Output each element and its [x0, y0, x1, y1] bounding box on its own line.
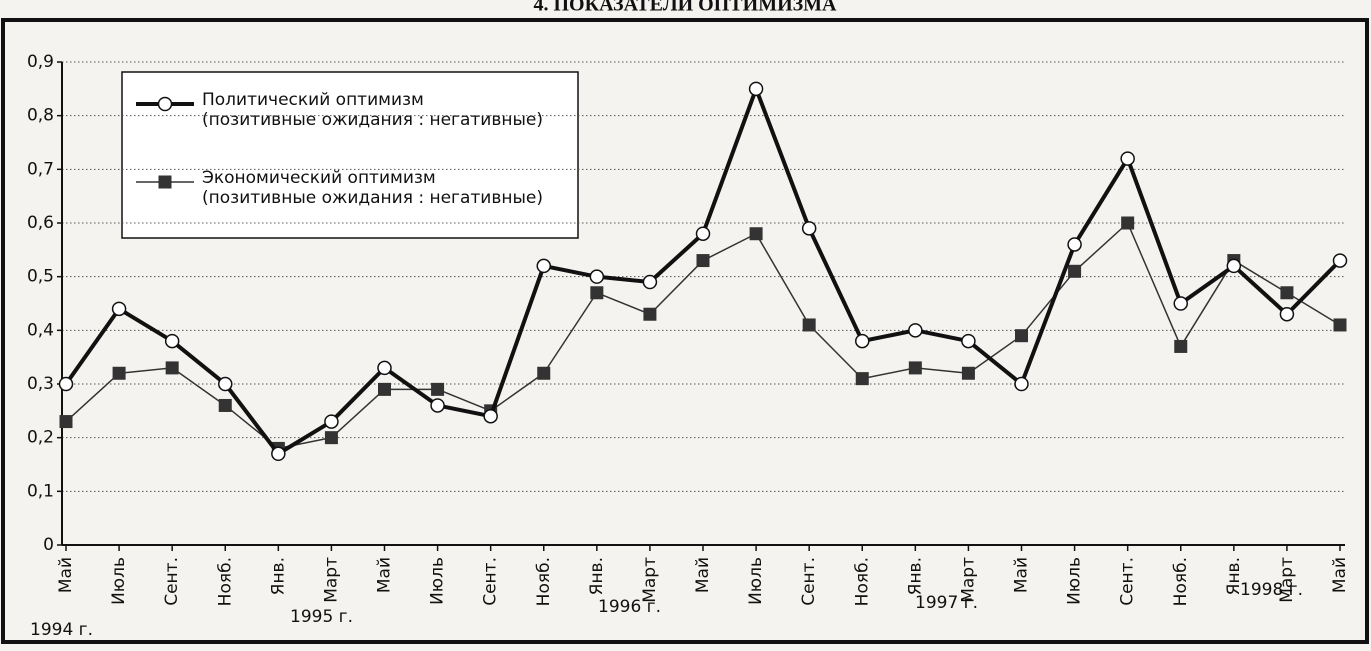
data-point	[483, 408, 498, 424]
chart-frame	[1, 18, 1369, 644]
x-tick-label: Янв.	[1224, 557, 1244, 595]
legend-description: (позитивные ожидания : негативные)	[202, 188, 543, 208]
data-point	[749, 227, 763, 241]
x-tick-label: Сент.	[1118, 557, 1138, 606]
data-point	[696, 254, 710, 268]
y-tick-label: 0,4	[27, 320, 54, 340]
data-point	[1068, 264, 1082, 278]
x-tick-label: Июль	[746, 557, 766, 605]
data-point	[271, 446, 286, 462]
x-tick-label: Май	[1012, 557, 1032, 593]
data-point	[59, 415, 73, 429]
data-point	[642, 274, 658, 290]
y-tick-label: 0,5	[27, 267, 54, 287]
data-point	[1174, 339, 1188, 353]
legend-marker	[158, 175, 172, 189]
year-label: 1996 г.	[598, 597, 661, 617]
data-point	[1015, 329, 1028, 343]
data-point	[908, 323, 923, 338]
data-point	[1333, 318, 1347, 332]
y-tick-label: 0,9	[27, 52, 54, 72]
data-point	[111, 301, 127, 317]
data-point	[643, 307, 657, 321]
legend-box	[121, 71, 579, 239]
x-tick-label: Июль	[428, 557, 448, 605]
data-point	[801, 221, 817, 236]
data-point	[112, 366, 126, 380]
data-point	[1173, 296, 1188, 311]
x-tick-label: Март	[321, 557, 341, 603]
x-tick-label: Май	[375, 557, 395, 593]
data-point	[1279, 306, 1295, 322]
x-tick-label: Сент.	[799, 557, 819, 606]
data-point	[908, 361, 922, 375]
x-tick-label: Май	[1330, 557, 1350, 593]
year-label: 1997 г.	[915, 593, 978, 613]
x-tick-label: Нояб.	[1171, 557, 1191, 606]
data-point	[855, 333, 870, 349]
legend-label: Политический оптимизм	[202, 90, 424, 110]
data-point	[58, 376, 74, 392]
chart-title: 4. ПОКАЗАТЕЛИ ОПТИМИЗМА	[534, 0, 838, 16]
x-tick-label: Нояб.	[215, 557, 235, 606]
data-point	[1332, 253, 1348, 268]
legend-label: Экономический оптимизм	[202, 168, 436, 188]
data-point	[961, 333, 976, 349]
y-tick-label: 0,8	[27, 106, 54, 126]
legend-description: (позитивные ожидания : негативные)	[202, 110, 543, 130]
data-point	[695, 226, 711, 241]
data-point	[324, 431, 338, 445]
x-tick-label: Март	[958, 557, 978, 603]
x-tick-label: Янв.	[587, 557, 607, 595]
x-tick-label: Июль	[1065, 557, 1085, 605]
x-tick-label: Нояб.	[852, 557, 872, 606]
data-point	[431, 382, 445, 396]
data-point	[748, 81, 764, 97]
data-point	[218, 398, 232, 412]
data-point	[324, 414, 339, 429]
x-tick-label: Сент.	[162, 557, 182, 606]
x-tick-label: Май	[56, 557, 76, 593]
data-point	[536, 258, 551, 274]
data-point	[1121, 216, 1135, 230]
x-tick-label: Май	[693, 557, 713, 593]
data-point	[377, 360, 392, 376]
year-label: 1998 г.	[1240, 580, 1303, 600]
data-point	[378, 382, 391, 396]
y-tick-label: 0,2	[27, 428, 54, 448]
x-tick-label: Сент.	[481, 557, 501, 606]
data-point	[165, 361, 179, 375]
year-label: 1994 г.	[30, 620, 93, 640]
x-tick-label: Март	[640, 557, 660, 603]
data-point	[430, 398, 445, 413]
y-tick-label: 0,1	[27, 481, 54, 501]
data-point	[1280, 286, 1294, 300]
x-tick-label: Июль	[109, 557, 129, 605]
x-tick-label: Янв.	[905, 557, 925, 595]
y-tick-label: 0,6	[27, 213, 54, 233]
data-point	[590, 286, 604, 300]
y-tick-label: 0,7	[27, 159, 54, 179]
data-point	[1067, 237, 1082, 252]
data-point	[1226, 258, 1242, 274]
x-tick-label: Март	[1277, 557, 1297, 603]
y-tick-label: 0	[43, 535, 54, 555]
year-label: 1995 г.	[290, 607, 353, 627]
x-tick-label: Янв.	[268, 557, 288, 595]
data-point	[589, 269, 605, 284]
legend: Политический оптимизм(позитивные ожидани…	[121, 71, 579, 239]
y-tick-label: 0,3	[27, 374, 54, 394]
data-point	[1014, 376, 1029, 392]
x-tick-label: Нояб.	[534, 557, 554, 606]
data-point	[961, 366, 975, 380]
legend-marker	[157, 96, 173, 112]
data-point	[218, 376, 233, 392]
data-point	[164, 333, 180, 349]
data-point	[855, 372, 869, 386]
data-point	[1120, 151, 1135, 166]
data-point	[802, 318, 816, 332]
data-point	[537, 366, 551, 380]
